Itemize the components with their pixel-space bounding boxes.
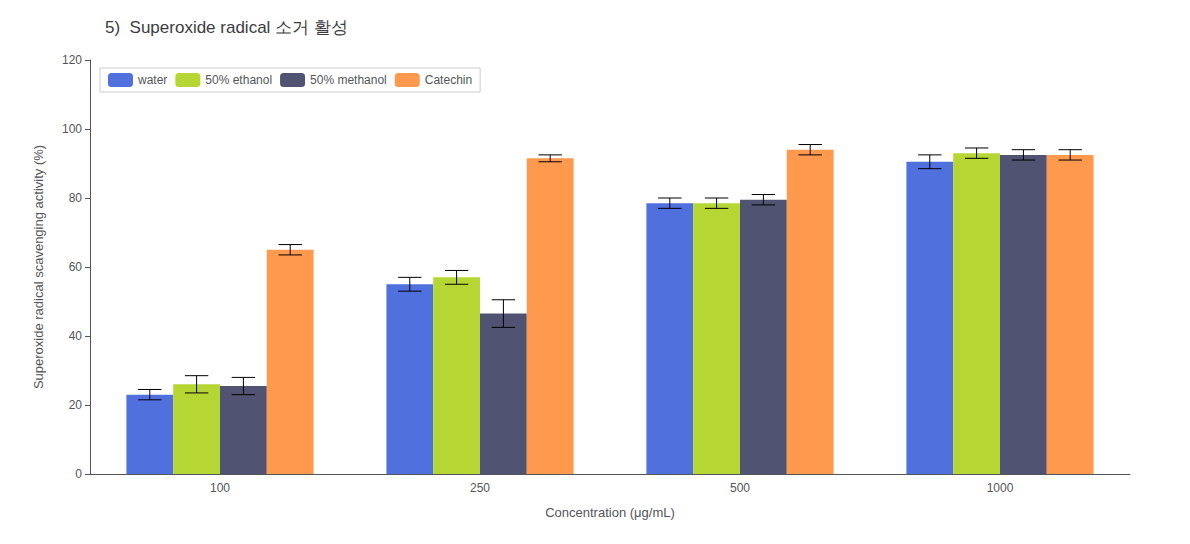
svg-text:100: 100 bbox=[62, 122, 82, 136]
svg-text:0: 0 bbox=[75, 467, 82, 481]
svg-text:100: 100 bbox=[210, 481, 230, 495]
svg-text:40: 40 bbox=[69, 329, 83, 343]
svg-text:50% ethanol: 50% ethanol bbox=[205, 73, 272, 87]
svg-text:50% methanol: 50% methanol bbox=[310, 73, 387, 87]
svg-text:water: water bbox=[137, 73, 167, 87]
svg-text:Superoxide radical scavenging: Superoxide radical scavenging activity (… bbox=[31, 145, 46, 389]
svg-text:120: 120 bbox=[62, 53, 82, 67]
svg-text:5) Superoxide radical 소거 활성: 5) Superoxide radical 소거 활성 bbox=[105, 18, 348, 37]
svg-text:20: 20 bbox=[69, 398, 83, 412]
svg-text:Catechin: Catechin bbox=[425, 73, 472, 87]
svg-text:80: 80 bbox=[69, 191, 83, 205]
svg-text:1000: 1000 bbox=[987, 481, 1014, 495]
svg-text:250: 250 bbox=[470, 481, 490, 495]
svg-text:500: 500 bbox=[730, 481, 750, 495]
svg-text:Concentration (μg/mL): Concentration (μg/mL) bbox=[545, 505, 675, 520]
svg-text:60: 60 bbox=[69, 260, 83, 274]
